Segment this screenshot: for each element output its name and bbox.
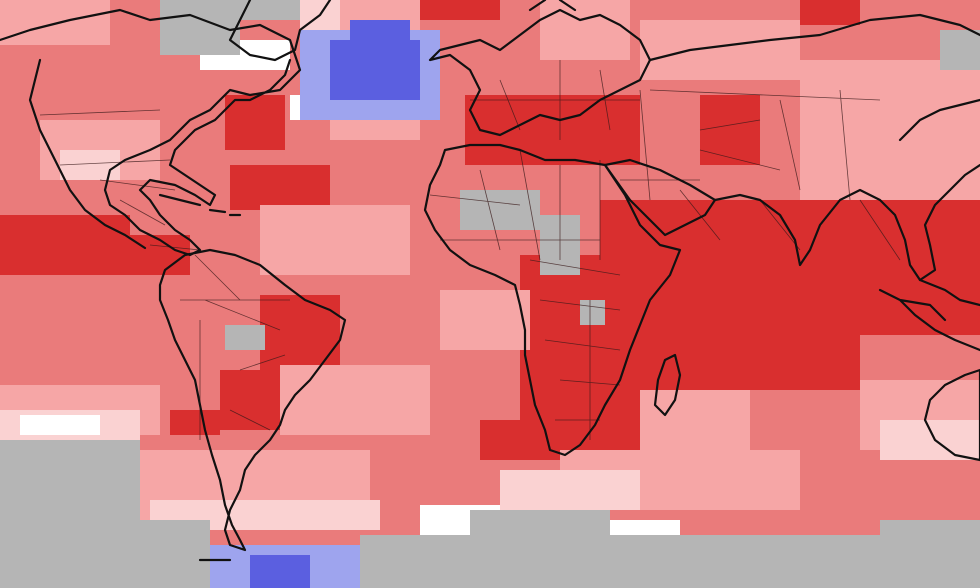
australia-coastline xyxy=(923,368,980,462)
anomaly-cell xyxy=(250,555,310,588)
anomaly-cell xyxy=(60,150,120,180)
anomaly-cell xyxy=(360,535,980,588)
anomaly-cell xyxy=(220,370,280,430)
madagascar-coastline xyxy=(653,353,682,417)
anomaly-cell xyxy=(700,95,760,165)
anomaly-cell xyxy=(465,95,640,165)
anomaly-cell xyxy=(160,0,240,55)
anomaly-cell xyxy=(500,470,640,510)
anomaly-cell xyxy=(130,235,190,275)
anomaly-cell xyxy=(700,450,800,510)
anomaly-cell xyxy=(350,20,410,40)
anomaly-cell xyxy=(440,290,530,350)
anomaly-cell xyxy=(580,300,605,325)
greenland-coastline xyxy=(228,0,332,62)
anomaly-cell xyxy=(140,520,210,588)
anomaly-cell xyxy=(940,30,980,70)
anomaly-cell xyxy=(460,190,540,230)
anomaly-cell xyxy=(800,60,980,200)
anomaly-cell xyxy=(330,40,420,100)
anomaly-cell xyxy=(225,95,285,150)
anomaly-cell xyxy=(260,205,410,275)
anomaly-cell xyxy=(800,0,860,25)
anomaly-cell xyxy=(420,0,500,20)
anomaly-cell xyxy=(540,0,630,60)
europe-coastline xyxy=(428,0,652,137)
anomaly-cell xyxy=(880,520,980,540)
anomaly-cell xyxy=(0,440,140,588)
anomaly-cell xyxy=(170,410,220,435)
caribbean-coastline xyxy=(158,193,242,217)
anomaly-cell xyxy=(470,510,610,540)
anomaly-cell xyxy=(230,165,330,210)
anomaly-cell xyxy=(225,325,265,350)
anomaly-cell xyxy=(640,20,800,80)
africa-coastline xyxy=(423,143,682,457)
country-borders xyxy=(39,60,901,440)
south-america-coastline xyxy=(158,248,347,552)
southeast-asia-islands-coastline xyxy=(878,278,980,352)
anomaly-cell xyxy=(880,420,980,460)
anomaly-cell xyxy=(660,265,980,335)
anomaly-cell xyxy=(0,215,130,275)
asia-coastline xyxy=(648,13,980,282)
anomaly-cell xyxy=(660,335,860,390)
arabia-coastline xyxy=(603,158,717,237)
anomaly-cell xyxy=(240,0,300,20)
north-america-coastline xyxy=(0,8,302,257)
anomaly-cell xyxy=(0,0,110,45)
anomaly-cell xyxy=(280,365,430,435)
continent-outlines xyxy=(0,0,980,562)
anomaly-cell xyxy=(20,415,100,435)
